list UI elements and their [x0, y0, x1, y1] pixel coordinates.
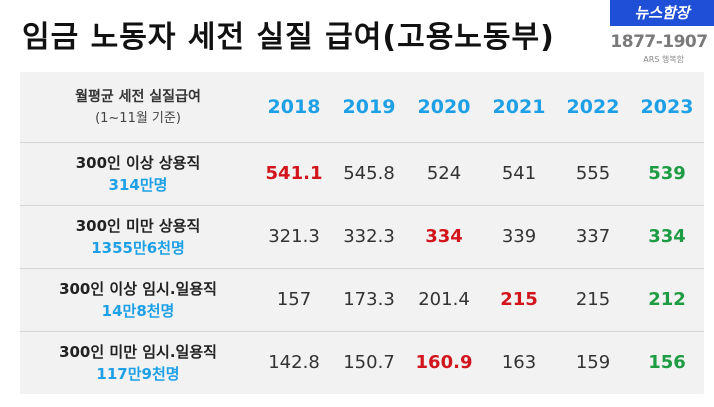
row-count: 14만8천명	[101, 302, 175, 320]
row-label-cell: 300인 이상 상용직 314만명	[20, 142, 256, 205]
value-cell: 156	[648, 352, 686, 374]
value-cell: 157	[276, 289, 312, 310]
page-title: 임금 노동자 세전 실질 급여(고용노동부)	[22, 20, 555, 55]
row-count: 117만9천명	[96, 365, 180, 384]
row-label-cell: 300인 미만 상용직 1355만6천명	[20, 205, 256, 268]
channel-logo: 뉴스함장 1877-1907 ARS 행복함	[604, 0, 714, 66]
header-sub: (1~11월 기준)	[95, 111, 181, 127]
value-cell: 524	[426, 163, 462, 184]
table-row: 300인 이상 임시.일용직 14만8천명 157 173.3 201.4 215 215 2…	[20, 268, 704, 331]
table-header-row: 월평균 세전 실질급여 (1~11월 기준) 2018 2019 2020 20…	[20, 72, 704, 142]
logo-phone: 1877-1907	[610, 32, 708, 52]
value-cell: 163	[501, 352, 537, 374]
value-cell: 339	[501, 226, 537, 247]
value-cell: 160.9	[415, 352, 473, 374]
value-cell: 334	[648, 226, 686, 247]
logo-name: 뉴스함장	[610, 0, 714, 26]
value-cell: 541.1	[265, 163, 323, 184]
row-count: 1355만6천명	[91, 239, 185, 257]
value-cell: 215	[500, 289, 538, 310]
header-label-cell: 월평균 세전 실질급여 (1~11월 기준)	[20, 72, 256, 142]
value-cell: 337	[575, 226, 611, 247]
logo-sub: ARS 행복함	[643, 55, 684, 64]
value-cell: 539	[648, 163, 686, 184]
value-cell: 212	[648, 289, 686, 310]
value-cell: 142.8	[268, 352, 320, 374]
value-cell: 334	[425, 226, 463, 247]
salary-table-panel: 월평균 세전 실질급여 (1~11월 기준) 2018 2019 2020 20…	[20, 72, 704, 394]
row-label: 300인 이상 상용직	[75, 154, 201, 172]
header-label: 월평균 세전 실질급여	[75, 89, 201, 106]
value-cell: 555	[575, 163, 611, 184]
value-cell: 545.8	[343, 163, 395, 184]
value-cell: 541	[501, 163, 537, 184]
year-header-2022: 2022	[566, 95, 620, 118]
row-label: 300인 미만 임시.일용직	[59, 343, 217, 362]
value-cell: 332.3	[343, 226, 395, 247]
value-cell: 173.3	[343, 289, 395, 310]
table-row: 300인 이상 상용직 314만명 541.1 545.8 524 541 555 539	[20, 142, 704, 205]
table-row: 300인 미만 임시.일용직 117만9천명 142.8 150.7 160.9 163 1…	[20, 331, 704, 394]
value-cell: 159	[575, 352, 611, 374]
row-label-cell: 300인 이상 임시.일용직 14만8천명	[20, 268, 256, 331]
row-label: 300인 미만 상용직	[75, 217, 201, 235]
table-row: 300인 미만 상용직 1355만6천명 321.3 332.3 334 339 337 33…	[20, 205, 704, 268]
year-header-2018: 2018	[267, 95, 321, 118]
row-label-cell: 300인 미만 임시.일용직 117만9천명	[20, 331, 256, 394]
value-cell: 150.7	[343, 352, 395, 374]
year-header-2020: 2020	[417, 95, 471, 118]
salary-table: 월평균 세전 실질급여 (1~11월 기준) 2018 2019 2020 20…	[20, 72, 704, 394]
value-cell: 215	[575, 289, 611, 310]
year-header-2023: 2023	[640, 95, 694, 118]
value-cell: 321.3	[268, 226, 320, 247]
year-header-2019: 2019	[342, 95, 396, 118]
year-header-2021: 2021	[492, 95, 546, 118]
value-cell: 201.4	[418, 289, 470, 310]
row-count: 314만명	[108, 176, 168, 194]
row-label: 300인 이상 임시.일용직	[59, 280, 217, 298]
